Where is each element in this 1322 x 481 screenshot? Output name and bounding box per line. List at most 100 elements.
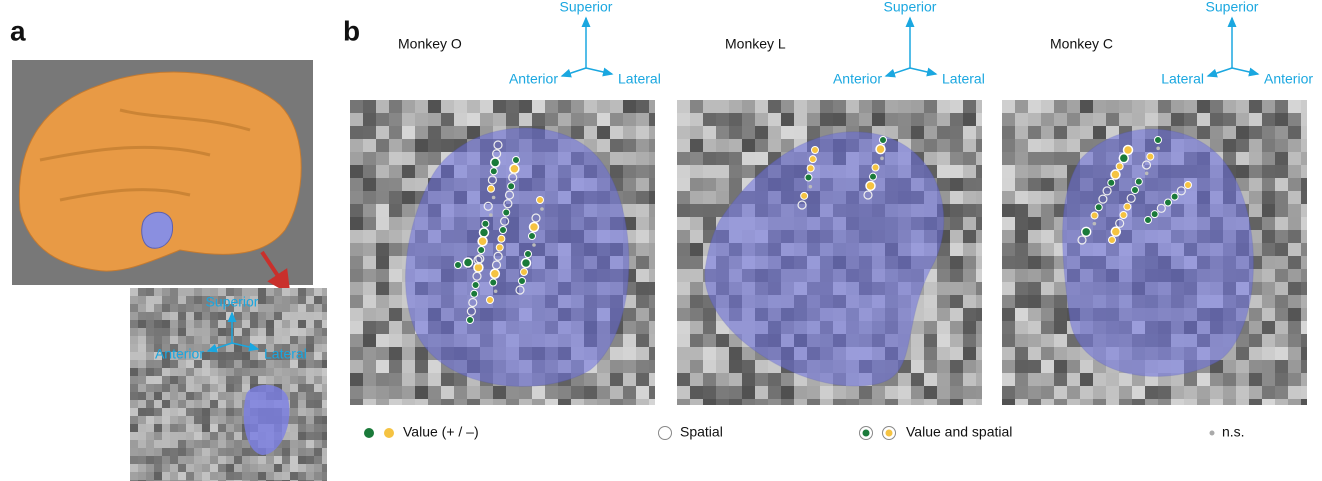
pixel — [950, 321, 963, 334]
pixel — [742, 373, 755, 386]
pixel — [911, 360, 924, 373]
pixel — [376, 386, 389, 399]
pixel — [1002, 360, 1015, 373]
pixel — [1015, 399, 1028, 405]
pixel — [924, 360, 937, 373]
pixel — [976, 308, 982, 321]
pixel — [402, 334, 415, 347]
pixel — [729, 139, 742, 152]
pixel — [138, 464, 146, 472]
pixel — [282, 368, 290, 376]
pixel — [266, 336, 274, 344]
pixel — [636, 373, 649, 386]
pixel — [833, 399, 846, 405]
pixel — [314, 472, 322, 480]
pixel — [703, 178, 716, 191]
pixel — [306, 320, 314, 328]
pixel — [636, 308, 649, 321]
pixel — [202, 464, 210, 472]
pixel — [218, 360, 226, 368]
pixel — [1288, 269, 1301, 282]
pixel — [282, 456, 290, 464]
pixel — [1015, 243, 1028, 256]
pixel — [677, 230, 690, 243]
pixel — [1145, 386, 1158, 399]
pixel — [130, 304, 138, 312]
pixel — [298, 304, 306, 312]
pixel — [314, 432, 322, 440]
pixel — [1288, 295, 1301, 308]
pixel — [677, 204, 690, 217]
site-value-neg — [1120, 212, 1127, 219]
pixel — [768, 386, 781, 399]
pixel — [976, 139, 982, 152]
pixel — [389, 308, 402, 321]
pixel — [306, 336, 314, 344]
pixel — [690, 126, 703, 139]
pixel — [234, 376, 242, 384]
pixel — [755, 386, 768, 399]
pixel — [1171, 386, 1184, 399]
pixel — [130, 424, 138, 432]
pixel — [716, 334, 729, 347]
pixel — [322, 360, 327, 368]
pixel — [1262, 230, 1275, 243]
pixel — [1249, 360, 1262, 373]
pixel — [1236, 360, 1249, 373]
pixel — [350, 295, 363, 308]
pixel — [130, 472, 138, 480]
pixel — [234, 336, 242, 344]
pixel — [1015, 191, 1028, 204]
pixel — [226, 448, 234, 456]
pixel — [290, 368, 298, 376]
pixel — [937, 373, 950, 386]
pixel — [154, 472, 162, 480]
pixel — [937, 282, 950, 295]
pixel — [376, 360, 389, 373]
pixel — [154, 376, 162, 384]
pixel — [242, 368, 250, 376]
pixel — [282, 472, 290, 480]
pixel — [911, 113, 924, 126]
pixel — [258, 320, 266, 328]
pixel — [389, 282, 402, 295]
pixel — [493, 399, 506, 405]
pixel — [376, 334, 389, 347]
pixel — [1184, 399, 1197, 405]
pixel — [924, 386, 937, 399]
pixel — [636, 269, 649, 282]
pixel — [162, 448, 170, 456]
pixel — [1288, 152, 1301, 165]
pixel — [350, 152, 363, 165]
pixel — [218, 464, 226, 472]
pixel — [976, 191, 982, 204]
pixel — [1262, 178, 1275, 191]
pixel — [363, 269, 376, 282]
pixel — [306, 416, 314, 424]
pixel — [202, 336, 210, 344]
pixel — [649, 165, 655, 178]
pixel — [649, 399, 655, 405]
pixel — [1301, 191, 1307, 204]
site-value-neg — [496, 244, 503, 251]
pixel — [186, 288, 194, 296]
pixel — [350, 243, 363, 256]
pixel — [937, 126, 950, 139]
pixel — [402, 399, 415, 405]
pixel — [1288, 230, 1301, 243]
pixel — [963, 386, 976, 399]
pixel — [186, 408, 194, 416]
pixel — [768, 399, 781, 405]
pixel — [1015, 321, 1028, 334]
pixel — [210, 368, 218, 376]
pixel — [314, 288, 322, 296]
monkey-name: Monkey L — [725, 36, 786, 52]
pixel — [202, 328, 210, 336]
pixel — [146, 408, 154, 416]
pixel — [250, 464, 258, 472]
axis-label-right: Anterior — [1264, 71, 1313, 87]
pixel — [322, 408, 327, 416]
pixel — [306, 400, 314, 408]
site-ns — [492, 196, 496, 200]
pixel — [677, 399, 690, 405]
